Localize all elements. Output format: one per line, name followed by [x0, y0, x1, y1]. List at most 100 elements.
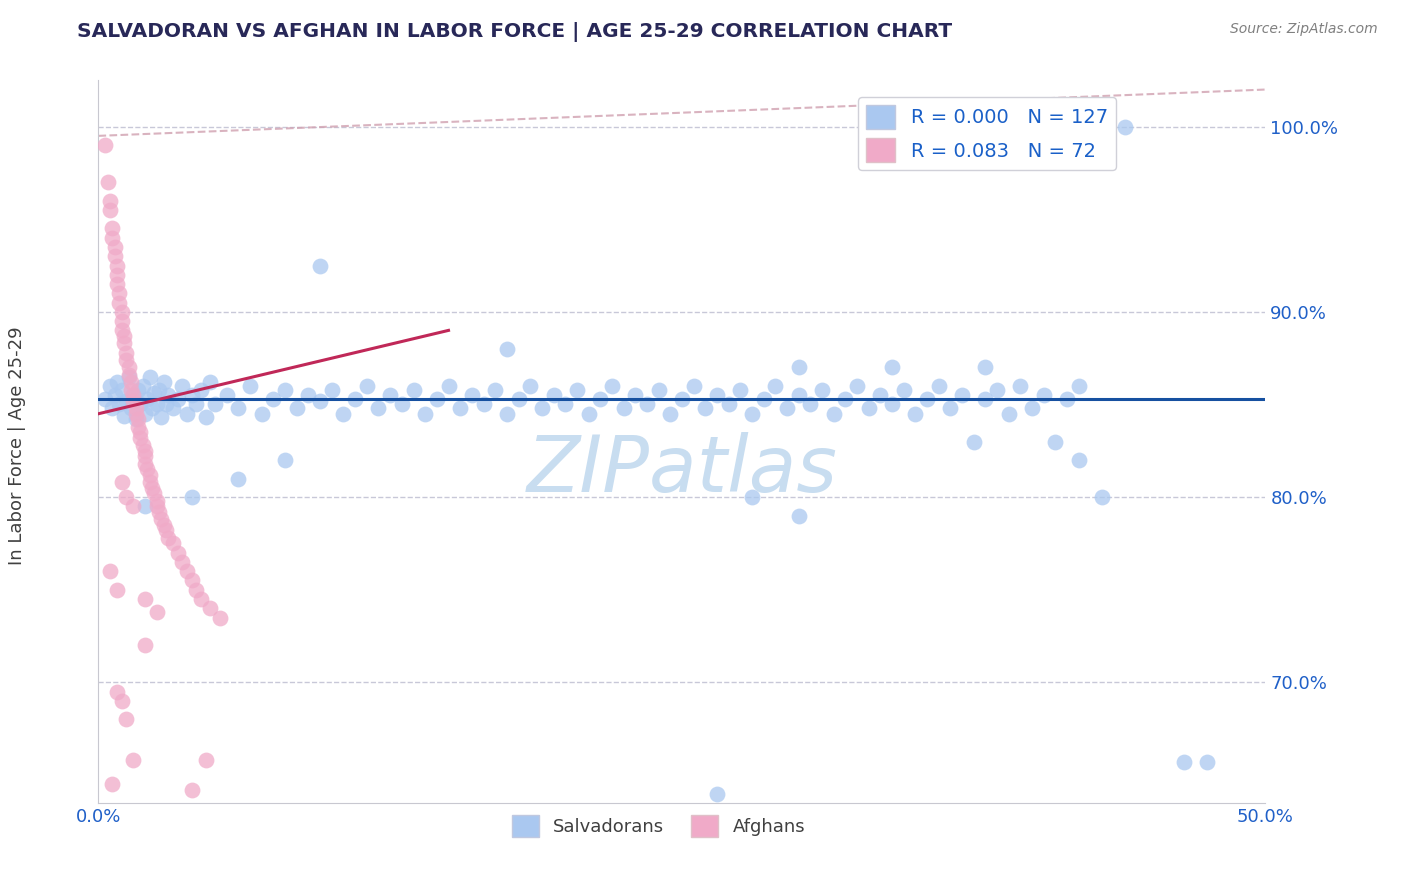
Point	[437, 379, 460, 393]
Point	[146, 493, 169, 508]
Point	[125, 401, 148, 416]
Point	[101, 221, 124, 235]
Point	[950, 388, 973, 402]
Point	[1021, 401, 1043, 416]
Point	[136, 392, 159, 406]
Point	[787, 388, 810, 402]
Point	[380, 388, 402, 402]
Point	[496, 407, 519, 421]
Point	[112, 329, 135, 343]
Point	[146, 605, 169, 619]
Point	[297, 388, 319, 402]
Point	[904, 407, 927, 421]
Point	[880, 397, 903, 411]
Point	[449, 401, 471, 416]
Point	[94, 138, 117, 153]
Point	[105, 582, 128, 597]
Point	[141, 401, 163, 416]
Point	[146, 500, 169, 514]
Text: SALVADORAN VS AFGHAN IN LABOR FORCE | AGE 25-29 CORRELATION CHART: SALVADORAN VS AFGHAN IN LABOR FORCE | AG…	[77, 22, 952, 42]
Point	[98, 202, 121, 217]
Point	[134, 500, 156, 514]
Point	[204, 397, 226, 411]
Point	[98, 194, 121, 208]
Point	[125, 412, 148, 426]
Point	[105, 277, 128, 291]
Point	[143, 386, 166, 401]
Point	[104, 388, 127, 402]
Point	[134, 443, 156, 458]
Point	[624, 388, 647, 402]
Point	[152, 517, 174, 532]
Point	[118, 369, 141, 384]
Point	[682, 379, 704, 393]
Point	[706, 388, 728, 402]
Point	[94, 392, 117, 406]
Point	[228, 401, 250, 416]
Point	[180, 388, 202, 402]
Point	[120, 376, 142, 390]
Point	[105, 684, 128, 698]
Point	[1010, 379, 1032, 393]
Point	[172, 555, 194, 569]
Point	[997, 407, 1019, 421]
Point	[834, 392, 856, 406]
Point	[274, 383, 297, 397]
Point	[194, 410, 217, 425]
Point	[108, 295, 131, 310]
Point	[139, 475, 162, 490]
Point	[108, 286, 131, 301]
Point	[105, 376, 128, 390]
Point	[543, 388, 565, 402]
Point	[134, 638, 156, 652]
Point	[426, 392, 449, 406]
Point	[101, 231, 124, 245]
Point	[344, 392, 367, 406]
Point	[741, 490, 763, 504]
Point	[180, 574, 202, 588]
Point	[180, 782, 202, 797]
Point	[162, 401, 184, 416]
Point	[190, 592, 212, 607]
Point	[120, 401, 142, 416]
Point	[112, 409, 135, 423]
Point	[118, 360, 141, 375]
Point	[104, 249, 127, 263]
Point	[356, 379, 378, 393]
Point	[141, 481, 163, 495]
Point	[132, 438, 155, 452]
Point	[129, 425, 152, 440]
Point	[172, 379, 194, 393]
Point	[1045, 434, 1067, 449]
Point	[519, 379, 541, 393]
Point	[659, 407, 682, 421]
Point	[530, 401, 553, 416]
Point	[1114, 120, 1136, 134]
Point	[111, 475, 134, 490]
Point	[101, 401, 124, 416]
Point	[1173, 755, 1195, 769]
Point	[752, 392, 775, 406]
Point	[111, 305, 134, 319]
Point	[111, 323, 134, 337]
Point	[274, 453, 297, 467]
Point	[112, 336, 135, 351]
Point	[157, 531, 180, 545]
Point	[129, 397, 152, 411]
Point	[190, 383, 212, 397]
Point	[180, 490, 202, 504]
Point	[402, 383, 425, 397]
Point	[186, 397, 208, 411]
Point	[823, 407, 845, 421]
Point	[166, 546, 188, 560]
Point	[763, 379, 786, 393]
Text: Source: ZipAtlas.com: Source: ZipAtlas.com	[1230, 22, 1378, 37]
Point	[262, 392, 284, 406]
Point	[893, 383, 915, 397]
Point	[194, 753, 217, 767]
Point	[717, 397, 740, 411]
Point	[98, 564, 121, 578]
Point	[115, 393, 138, 408]
Point	[986, 383, 1008, 397]
Point	[508, 392, 530, 406]
